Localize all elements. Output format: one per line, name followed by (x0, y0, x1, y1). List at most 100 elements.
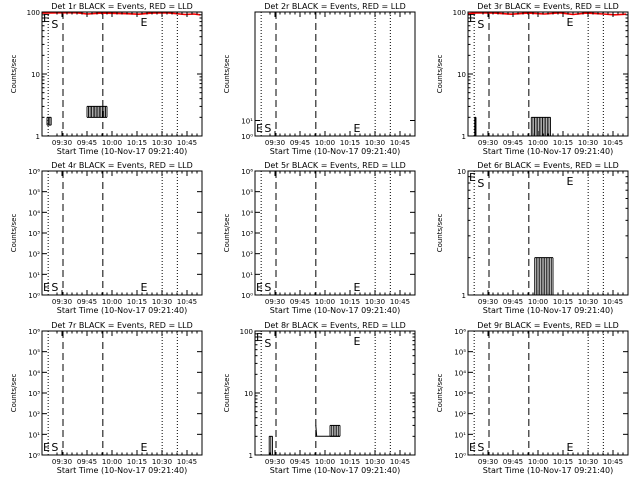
event-marker-E: E (43, 12, 50, 25)
event-marker-E: E (567, 175, 574, 188)
plot-frame (254, 170, 416, 296)
x-tick-label: 10:15 (340, 298, 360, 306)
y-axis-label: Counts/sec (223, 55, 231, 94)
y-tick-label: 10³ (241, 230, 253, 238)
x-tick-label: 10:45 (390, 298, 410, 306)
chart-panel-8: Det 8r BLACK = Events, RED = LLD 1 10 100 09… (223, 321, 416, 475)
y-tick-label: 10⁰ (454, 452, 466, 460)
x-tick-label: 09:45 (503, 298, 523, 306)
y-tick-label: 10⁴ (28, 369, 40, 377)
x-tick-label: 10:00 (102, 139, 122, 147)
y-axis-label: Counts/sec (436, 55, 444, 94)
event-marker-E: E (141, 16, 148, 29)
y-tick-label: 10⁶ (241, 168, 253, 176)
event-marker-S: S (51, 441, 58, 454)
y-axis-label: Counts/sec (223, 214, 231, 253)
x-tick-label: 10:00 (315, 139, 335, 147)
x-axis-label: Start Time (10-Nov-17 09:21:40) (270, 306, 400, 315)
y-tick-label: 1 (462, 133, 466, 141)
event-toggle-lines (268, 436, 273, 455)
event-marker-E: E (354, 281, 361, 294)
x-axis-label: Start Time (10-Nov-17 09:21:40) (270, 147, 400, 156)
event-toggle-lines (474, 117, 477, 136)
event-block (86, 105, 108, 118)
x-tick-label: 09:45 (503, 458, 523, 466)
chart-panel-6: Det 6r BLACK = Events, RED = LLD 1 10 09:30… (436, 161, 629, 315)
y-tick-label: 10³ (28, 390, 40, 398)
event-marker-S: S (477, 18, 484, 31)
chart-panel-2: Det 2r BLACK = Events, RED = LLD 10⁰ 10¹ 09… (223, 2, 416, 156)
x-axis-label: Start Time (10-Nov-17 09:21:40) (483, 466, 613, 475)
event-marker-E: E (567, 16, 574, 29)
x-tick-label: 10:00 (102, 298, 122, 306)
y-tick-label: 10¹ (28, 431, 40, 439)
x-tick-label: 09:45 (290, 139, 310, 147)
event-marker-S: S (264, 281, 271, 294)
x-tick-label: 09:45 (290, 298, 310, 306)
chart-title: Det 9r BLACK = Events, RED = LLD (477, 321, 619, 330)
y-tick-label: 10 (244, 390, 253, 398)
y-axis-label: Counts/sec (10, 374, 18, 413)
event-marker-E: E (256, 281, 263, 294)
y-tick-label: 10 (31, 71, 40, 79)
event-marker-E: E (354, 335, 361, 348)
x-tick-label: 09:30 (265, 298, 285, 306)
y-axis-label: Counts/sec (436, 374, 444, 413)
x-tick-label: 10:15 (340, 139, 360, 147)
event-toggle-lines (46, 117, 52, 126)
chart-title: Det 8r BLACK = Events, RED = LLD (264, 321, 406, 330)
x-tick-label: 10:45 (603, 298, 623, 306)
x-tick-label: 10:30 (152, 298, 172, 306)
y-tick-label: 10⁶ (454, 328, 466, 336)
x-tick-label: 10:45 (177, 298, 197, 306)
y-tick-label: 1 (462, 292, 466, 300)
x-tick-label: 10:45 (390, 458, 410, 466)
chart-title: Det 3r BLACK = Events, RED = LLD (477, 2, 619, 11)
y-tick-label: 10² (454, 411, 466, 419)
y-tick-label: 10³ (454, 390, 466, 398)
event-block (530, 116, 551, 136)
event-marker-S: S (264, 337, 271, 350)
x-tick-label: 09:45 (77, 458, 97, 466)
y-tick-label: 10 (457, 71, 466, 79)
x-axis-label: Start Time (10-Nov-17 09:21:40) (483, 147, 613, 156)
x-tick-label: 10:45 (177, 458, 197, 466)
y-tick-label: 10⁶ (28, 328, 40, 336)
y-tick-label: 10² (241, 251, 253, 259)
y-tick-label: 10 (457, 168, 466, 176)
event-marker-E: E (141, 441, 148, 454)
event-block (534, 257, 554, 295)
x-tick-label: 10:15 (127, 458, 147, 466)
chart-panel-9: Det 9r BLACK = Events, RED = LLD 10⁰ 10¹ 10… (436, 321, 629, 475)
chart-title: Det 4r BLACK = Events, RED = LLD (51, 161, 193, 170)
plot-frame (41, 170, 203, 296)
x-tick-label: 10:00 (315, 458, 335, 466)
x-tick-label: 09:30 (265, 139, 285, 147)
x-tick-label: 10:45 (603, 139, 623, 147)
chart-title: Det 2r BLACK = Events, RED = LLD (264, 2, 406, 11)
event-marker-E: E (43, 441, 50, 454)
event-marker-E: E (567, 441, 574, 454)
y-tick-label: 10² (28, 251, 40, 259)
x-tick-label: 10:45 (177, 139, 197, 147)
event-marker-S: S (477, 441, 484, 454)
x-tick-label: 09:30 (265, 458, 285, 466)
y-axis-label: Counts/sec (436, 214, 444, 253)
x-tick-label: 10:00 (315, 298, 335, 306)
y-tick-label: 10¹ (454, 431, 466, 439)
y-tick-label: 10⁰ (28, 452, 40, 460)
event-marker-E: E (43, 281, 50, 294)
y-tick-label: 10⁰ (241, 133, 253, 141)
x-tick-label: 10:30 (365, 458, 385, 466)
y-tick-label: 10¹ (28, 271, 40, 279)
x-tick-label: 10:15 (553, 139, 573, 147)
event-block (474, 116, 477, 136)
x-tick-label: 10:30 (152, 458, 172, 466)
y-tick-label: 10⁵ (454, 349, 466, 357)
event-marker-S: S (264, 122, 271, 135)
x-tick-label: 10:00 (528, 458, 548, 466)
x-tick-label: 10:45 (603, 458, 623, 466)
x-tick-label: 10:00 (102, 458, 122, 466)
chart-title: Det 5r BLACK = Events, RED = LLD (264, 161, 406, 170)
x-tick-label: 10:30 (578, 458, 598, 466)
